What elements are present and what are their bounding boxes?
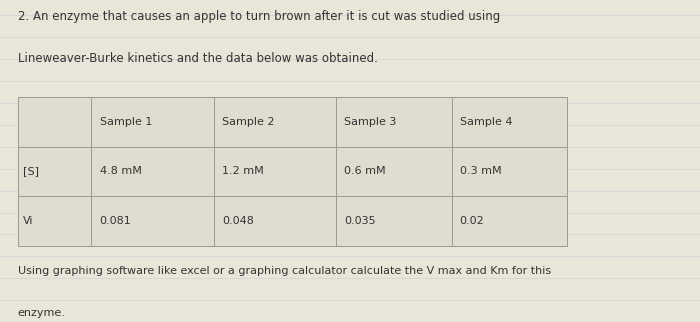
Bar [214, 196, 336, 246]
Text: 1.2 mM: 1.2 mM [222, 166, 264, 176]
Text: Lineweaver-Burke kinetics and the data below was obtained.: Lineweaver-Burke kinetics and the data b… [18, 52, 377, 64]
Text: Using graphing software like excel or a graphing calculator calculate the V max : Using graphing software like excel or a … [18, 266, 551, 276]
Text: 0.02: 0.02 [460, 216, 484, 226]
Text: Sample 3: Sample 3 [344, 117, 396, 127]
Bar [336, 147, 452, 196]
Text: enzyme.: enzyme. [18, 308, 65, 317]
Text: 0.3 mM: 0.3 mM [460, 166, 501, 176]
Bar [18, 196, 91, 246]
Bar [452, 97, 567, 147]
Bar [336, 97, 452, 147]
Bar [214, 97, 336, 147]
Bar [18, 97, 91, 147]
Bar [452, 147, 567, 196]
Bar [91, 97, 214, 147]
Text: 0.048: 0.048 [222, 216, 254, 226]
Text: Sample 4: Sample 4 [460, 117, 512, 127]
Bar [336, 196, 452, 246]
Text: 4.8 mM: 4.8 mM [99, 166, 141, 176]
Text: 0.081: 0.081 [99, 216, 132, 226]
Text: [S]: [S] [22, 166, 38, 176]
Bar [91, 196, 214, 246]
Bar [214, 147, 336, 196]
Text: 2. An enzyme that causes an apple to turn brown after it is cut was studied usin: 2. An enzyme that causes an apple to tur… [18, 10, 500, 23]
Text: Sample 1: Sample 1 [99, 117, 152, 127]
Bar [91, 147, 214, 196]
Text: Sample 2: Sample 2 [222, 117, 274, 127]
Bar [18, 147, 91, 196]
Bar [452, 196, 567, 246]
Text: Vi: Vi [22, 216, 33, 226]
Text: 0.6 mM: 0.6 mM [344, 166, 386, 176]
Text: 0.035: 0.035 [344, 216, 376, 226]
